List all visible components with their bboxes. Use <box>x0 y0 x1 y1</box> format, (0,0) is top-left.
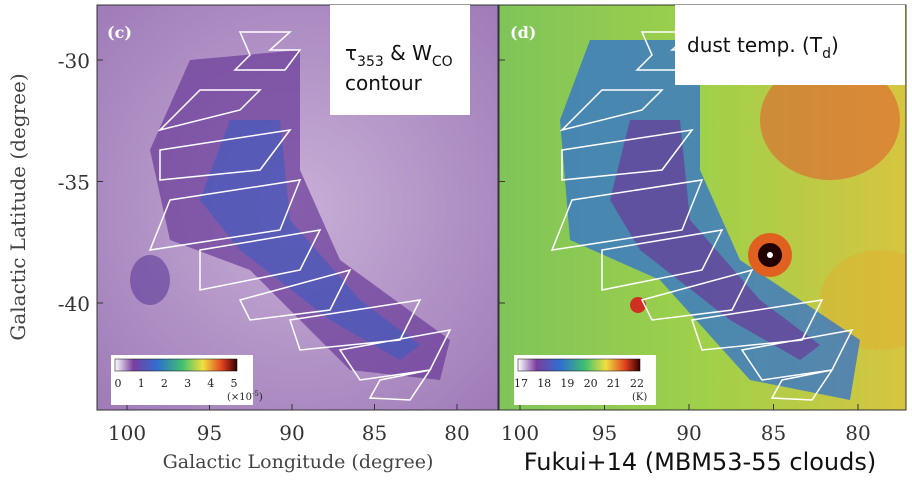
colorbar-tick-label: 19 <box>560 377 574 390</box>
colorbar-tick-label: 4 <box>207 377 214 390</box>
annotation: contour <box>345 71 423 95</box>
colorbar-tick-label: 2 <box>161 377 168 390</box>
x-tick-label: 85 <box>362 421 387 445</box>
x-tick-label: 100 <box>501 421 539 445</box>
y-tick-label: -40 <box>58 292 90 316</box>
panel-label: (c) <box>107 23 132 42</box>
colorbar-tick-label: 5 <box>231 377 238 390</box>
colorbar-unit: (K) <box>632 392 647 403</box>
panel-label: (d) <box>510 23 536 42</box>
unit-part: -5 <box>252 390 259 398</box>
unit-part: (×10 <box>227 392 252 403</box>
colorbar-tick-label: 21 <box>607 377 621 390</box>
annotation-part: τ <box>345 41 357 65</box>
annotation-part: & W <box>384 41 432 65</box>
y-tick-label: -35 <box>58 171 90 195</box>
x-tick-label: 95 <box>197 421 222 445</box>
colorbar-tick-label: 1 <box>138 377 145 390</box>
colorbar <box>518 359 640 371</box>
colorbar-tick-label: 22 <box>630 377 644 390</box>
annotation-part: dust temp. (T <box>687 33 823 57</box>
colorbar-tick-label: 3 <box>184 377 191 390</box>
unit-part: (K) <box>632 392 647 403</box>
annotation-part: CO <box>432 54 453 70</box>
x-tick-label: 90 <box>676 421 701 445</box>
annotation-part: d <box>822 46 831 62</box>
x-axis-label: Galactic Longitude (degree) <box>163 451 434 473</box>
annotation-part: 353 <box>357 54 384 70</box>
colorbar-tick-label: 20 <box>584 377 598 390</box>
x-tick-label: 80 <box>845 421 870 445</box>
colorbar <box>115 359 237 371</box>
figure: Galactic Latitude (degree) Galactic Long… <box>0 0 912 482</box>
x-tick-label: 80 <box>444 421 469 445</box>
unit-part: ) <box>259 392 263 403</box>
annotation-part: ) <box>831 33 839 57</box>
x-tick-label: 100 <box>108 421 146 445</box>
x-tick-label: 90 <box>279 421 304 445</box>
caption: Fukui+14 (MBM53-55 clouds) <box>524 448 877 476</box>
x-tick-label: 85 <box>761 421 786 445</box>
colorbar-tick-label: 18 <box>537 377 551 390</box>
y-tick-label: -30 <box>58 49 90 73</box>
colorbar-tick-label: 0 <box>115 377 122 390</box>
x-tick-label: 95 <box>592 421 617 445</box>
y-axis-label: Galactic Latitude (degree) <box>6 73 30 340</box>
colorbar-tick-label: 17 <box>514 377 528 390</box>
